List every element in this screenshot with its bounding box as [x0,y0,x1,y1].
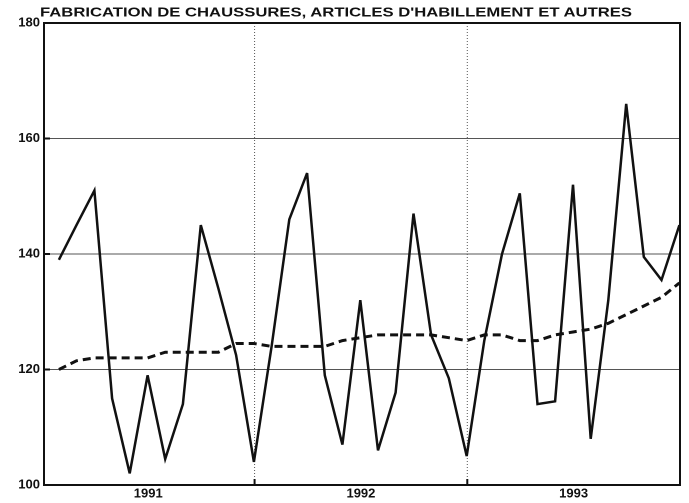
data-line [58,281,681,371]
chart-title: FABRICATION DE CHAUSSURES, ARTICLES D'HA… [40,4,632,19]
y-tick-label: 180 [18,14,40,29]
x-tick-label: 1993 [559,485,588,500]
plot-frame [43,22,681,486]
x-tick-label: 1992 [346,485,375,500]
y-tick-label: 160 [18,130,40,145]
y-tick-label: 100 [18,476,40,491]
y-tick-label: 140 [18,245,40,260]
y-tick-label: 120 [18,361,40,376]
data-line [57,103,681,474]
x-tick-label: 1991 [134,485,163,500]
